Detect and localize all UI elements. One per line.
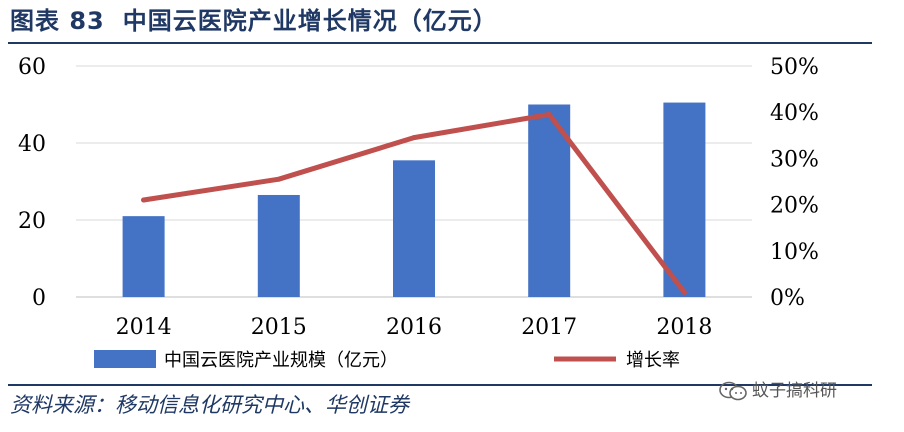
legend-bar-label: 中国云医院产业规模（亿元） bbox=[164, 350, 398, 371]
source-note: 资料来源：移动信息化研究中心、华创证券 bbox=[10, 393, 409, 417]
watermark-text: 蚊子搞科研 bbox=[752, 381, 837, 401]
wechat-icon bbox=[719, 381, 747, 401]
chart-title-text: 中国云医院产业增长情况（亿元） bbox=[122, 7, 498, 35]
title-underline bbox=[8, 42, 872, 44]
figure-number: 图表 83 bbox=[10, 7, 105, 35]
y-right-tick-label: 30% bbox=[770, 147, 819, 172]
legend-bar-swatch bbox=[94, 350, 156, 368]
legend-line-label: 增长率 bbox=[626, 350, 680, 371]
x-tick-label: 2015 bbox=[251, 315, 307, 340]
x-tick-label: 2017 bbox=[521, 315, 577, 340]
x-tick-label: 2018 bbox=[656, 315, 712, 340]
bar bbox=[257, 194, 300, 297]
x-tick-label: 2016 bbox=[386, 315, 442, 340]
y-left-tick-label: 0 bbox=[32, 286, 46, 311]
growth-rate-point bbox=[141, 197, 147, 203]
chart-area: 0 20 40 60 0% 10% 20% 30% 40% 50% 2014 2015 2016 2017… bbox=[18, 55, 819, 371]
y-left-tick-label: 60 bbox=[18, 55, 46, 80]
y-left-tick-label: 20 bbox=[18, 209, 46, 234]
y-right-tick-label: 20% bbox=[770, 194, 819, 219]
chart-title: 图表 83 中国云医院产业增长情况（亿元） bbox=[10, 4, 498, 38]
growth-rate-point bbox=[411, 135, 417, 141]
footer-rule bbox=[8, 384, 872, 386]
y-right-tick-label: 50% bbox=[770, 55, 819, 80]
y-left-tick-label: 40 bbox=[18, 132, 46, 157]
growth-rate-point bbox=[546, 112, 552, 118]
growth-rate-point bbox=[276, 176, 282, 182]
y-right-tick-label: 0% bbox=[770, 286, 805, 311]
bar bbox=[122, 216, 165, 297]
bar bbox=[393, 160, 435, 297]
watermark: 蚊子搞科研 bbox=[718, 376, 837, 406]
x-tick-label: 2014 bbox=[116, 315, 172, 340]
y-right-tick-label: 40% bbox=[770, 101, 819, 126]
growth-rate-point bbox=[681, 289, 687, 295]
bar bbox=[663, 102, 706, 297]
y-right-tick-label: 10% bbox=[770, 240, 819, 265]
